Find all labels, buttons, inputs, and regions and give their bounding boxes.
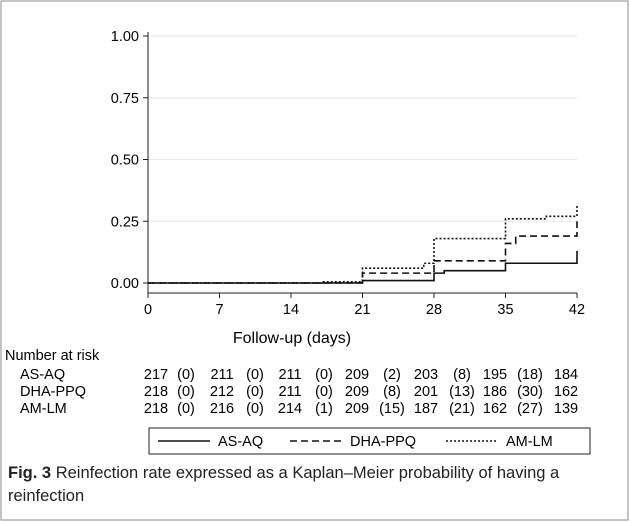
caption-label: Fig. 3 <box>8 464 52 482</box>
series-line-dha-ppq <box>148 221 578 284</box>
risk-cell: 162 <box>554 384 578 400</box>
risk-row-label: DHA-PPQ <box>20 384 86 400</box>
risk-cell: (0) <box>246 384 264 400</box>
risk-cell: 209 <box>345 384 369 400</box>
series-line-am-lm <box>148 203 578 284</box>
series-lines <box>148 203 578 284</box>
x-tick-label: 21 <box>354 302 370 318</box>
risk-cell: 162 <box>483 401 507 417</box>
axes <box>147 32 577 294</box>
risk-cell: (1) <box>315 401 333 417</box>
y-tick-label: 0.25 <box>111 214 139 230</box>
legend-label: AM-LM <box>506 434 553 450</box>
series-line-as-aq <box>148 250 578 284</box>
risk-cell: 186 <box>483 384 507 400</box>
x-tick-label: 35 <box>497 302 513 318</box>
legend-label: DHA-PPQ <box>350 434 416 450</box>
risk-cell: (15) <box>379 401 405 417</box>
risk-cell: 209 <box>345 367 369 383</box>
risk-cell: (2) <box>383 367 401 383</box>
y-tick-label: 0.75 <box>111 91 139 107</box>
risk-cell: (8) <box>453 367 471 383</box>
risk-cell: 187 <box>414 401 438 417</box>
figure-caption: Fig. 3 Reinfection rate expressed as a K… <box>8 462 608 508</box>
risk-cell: (21) <box>449 401 475 417</box>
y-axis-ticks: 0.00 0.25 0.50 0.75 1.00 <box>111 29 148 292</box>
risk-cell: 214 <box>278 401 302 417</box>
caption-text: Reinfection rate expressed as a Kaplan–M… <box>8 464 560 505</box>
x-axis-ticks: 0 7 14 21 28 35 42 <box>144 293 585 318</box>
x-tick-label: 14 <box>283 302 299 318</box>
risk-cell: (0) <box>246 367 264 383</box>
risk-cell: 211 <box>210 367 233 383</box>
risk-cell: (0) <box>177 367 195 383</box>
x-tick-label: 28 <box>426 302 442 318</box>
risk-cell: 184 <box>554 367 578 383</box>
x-tick-label: 7 <box>215 302 223 318</box>
x-tick-label: 42 <box>569 302 585 318</box>
risk-cell: 212 <box>210 384 234 400</box>
risk-cell: (0) <box>246 401 264 417</box>
risk-cell: 139 <box>554 401 578 417</box>
risk-cell: (0) <box>315 367 333 383</box>
risk-cell: 209 <box>345 401 369 417</box>
risk-cell: 201 <box>414 384 438 400</box>
risk-cell: (18) <box>517 367 543 383</box>
risk-cell: (27) <box>517 401 543 417</box>
risk-table-title: Number at risk <box>5 348 100 364</box>
risk-cell: (0) <box>177 384 195 400</box>
y-tick-label: 1.00 <box>111 29 139 45</box>
risk-cell: 203 <box>414 367 438 383</box>
risk-cell: (0) <box>177 401 195 417</box>
risk-cell: 211 <box>278 367 301 383</box>
y-tick-label: 0.00 <box>111 276 139 292</box>
risk-cell: 195 <box>483 367 507 383</box>
legend: AS-AQ DHA-PPQ AM-LM <box>148 427 591 455</box>
risk-cell: (13) <box>449 384 475 400</box>
x-axis-label: Follow-up (days) <box>233 330 351 347</box>
risk-cell: 218 <box>144 401 168 417</box>
legend-label: AS-AQ <box>218 434 263 450</box>
risk-cell: (30) <box>517 384 543 400</box>
risk-cell: (8) <box>383 384 401 400</box>
y-tick-label: 0.50 <box>111 153 139 169</box>
risk-row-label: AS-AQ <box>20 367 65 383</box>
risk-table: AS-AQ 217 (0) 211 (0) 211 (0) 209 (2) 203 (8) 195 (1… <box>20 367 578 417</box>
x-tick-label: 0 <box>144 302 152 318</box>
risk-cell: 218 <box>144 384 168 400</box>
risk-row-label: AM-LM <box>20 401 67 417</box>
legend-box <box>148 427 591 455</box>
risk-cell: 216 <box>210 401 234 417</box>
risk-cell: (0) <box>315 384 333 400</box>
risk-cell: 217 <box>144 367 168 383</box>
risk-cell: 211 <box>278 384 301 400</box>
grid-lines <box>148 35 577 222</box>
